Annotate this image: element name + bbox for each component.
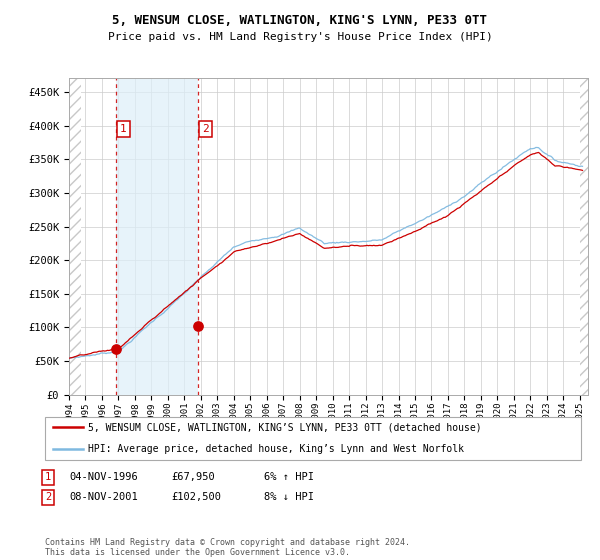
FancyBboxPatch shape [45,417,581,460]
Text: 1: 1 [45,472,51,482]
Text: Contains HM Land Registry data © Crown copyright and database right 2024.
This d: Contains HM Land Registry data © Crown c… [45,538,410,557]
Bar [116,78,198,395]
Bar [69,78,80,395]
Text: 5, WENSUM CLOSE, WATLINGTON, KING’S LYNN, PE33 0TT (detached house): 5, WENSUM CLOSE, WATLINGTON, KING’S LYNN… [88,422,482,432]
Text: 5, WENSUM CLOSE, WATLINGTON, KING'S LYNN, PE33 0TT: 5, WENSUM CLOSE, WATLINGTON, KING'S LYNN… [113,14,487,27]
Text: 8% ↓ HPI: 8% ↓ HPI [264,492,314,502]
Text: £67,950: £67,950 [171,472,215,482]
Text: 6% ↑ HPI: 6% ↑ HPI [264,472,314,482]
Text: £102,500: £102,500 [171,492,221,502]
Bar [580,78,588,395]
Text: 2: 2 [45,492,51,502]
Point [111,344,121,353]
Text: 04-NOV-1996: 04-NOV-1996 [69,472,138,482]
Text: 1: 1 [120,124,127,134]
Text: 2: 2 [202,124,209,134]
Text: HPI: Average price, detached house, King’s Lynn and West Norfolk: HPI: Average price, detached house, King… [88,444,464,454]
Text: Price paid vs. HM Land Registry's House Price Index (HPI): Price paid vs. HM Land Registry's House … [107,32,493,43]
Point [193,321,203,330]
Text: 08-NOV-2001: 08-NOV-2001 [69,492,138,502]
